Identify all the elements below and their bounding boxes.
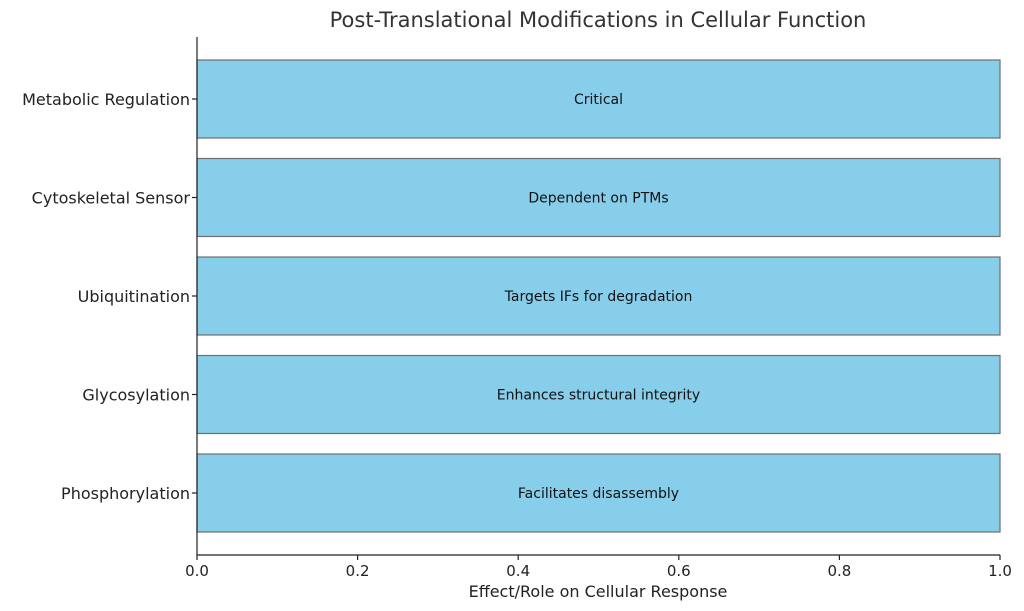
y-tick-labels: Metabolic Regulation Cytoskeletal Sensor U… — [22, 90, 197, 503]
x-tick-label: 0.8 — [827, 562, 851, 580]
bar — [196, 453, 1001, 533]
x-ticks: 0.0 0.2 0.4 0.6 0.8 1.0 — [185, 555, 1012, 580]
bar — [196, 354, 1001, 435]
y-tick-label: Phosphorylation — [61, 484, 190, 503]
x-tick-label: 0.2 — [346, 562, 370, 580]
chart-title: Post-Translational Modifications in Cell… — [330, 8, 867, 32]
bar-data-labels: Critical Dependent on PTMs Targets IFs for… — [497, 92, 700, 502]
x-tick-label: 0.0 — [185, 562, 209, 580]
bar-data-label: Targets IFs for degradation — [504, 289, 693, 305]
y-tick-label: Ubiquitination — [78, 287, 190, 306]
x-axis-label: Effect/Role on Cellular Response — [469, 582, 728, 601]
y-tick-label: Cytoskeletal Sensor — [32, 189, 191, 208]
x-tick-label: 0.6 — [667, 562, 691, 580]
x-tick-label: 1.0 — [988, 562, 1012, 580]
bar-data-label: Facilitates disassembly — [518, 486, 679, 502]
bar — [196, 157, 1001, 238]
bar — [196, 59, 1001, 139]
x-tick-label: 0.4 — [506, 562, 530, 580]
y-tick-label: Metabolic Regulation — [22, 90, 190, 109]
y-tick-label: Glycosylation — [82, 386, 190, 405]
bars-layer — [196, 59, 1001, 533]
bar-data-label: Enhances structural integrity — [497, 388, 700, 404]
bar — [196, 256, 1001, 336]
bar-data-label: Critical — [574, 92, 623, 108]
bar-data-label: Dependent on PTMs — [528, 191, 668, 207]
